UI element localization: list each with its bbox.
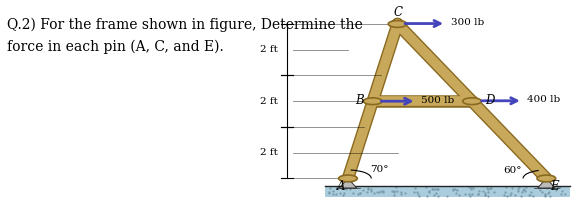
Text: 500 lb: 500 lb xyxy=(421,96,455,105)
Text: C: C xyxy=(393,6,402,19)
Text: 2 ft: 2 ft xyxy=(260,45,278,54)
Text: E: E xyxy=(550,180,559,193)
Circle shape xyxy=(463,98,481,105)
Circle shape xyxy=(339,175,357,182)
Bar xyxy=(325,186,570,197)
Polygon shape xyxy=(538,178,555,188)
Circle shape xyxy=(537,175,556,182)
Text: 2 ft: 2 ft xyxy=(260,97,278,106)
Text: D: D xyxy=(485,94,494,107)
Text: 60°: 60° xyxy=(503,166,522,175)
Text: B: B xyxy=(355,94,364,107)
Text: 70°: 70° xyxy=(370,165,388,174)
Text: Q.2) For the frame shown in figure, Determine the
force in each pin (A, C, and E: Q.2) For the frame shown in figure, Dete… xyxy=(6,18,362,54)
Polygon shape xyxy=(339,178,357,188)
Circle shape xyxy=(388,21,407,27)
Text: 400 lb: 400 lb xyxy=(528,95,560,104)
Text: A: A xyxy=(336,180,345,193)
Circle shape xyxy=(363,98,382,105)
Text: 300 lb: 300 lb xyxy=(450,18,484,27)
Text: 2 ft: 2 ft xyxy=(260,148,278,157)
